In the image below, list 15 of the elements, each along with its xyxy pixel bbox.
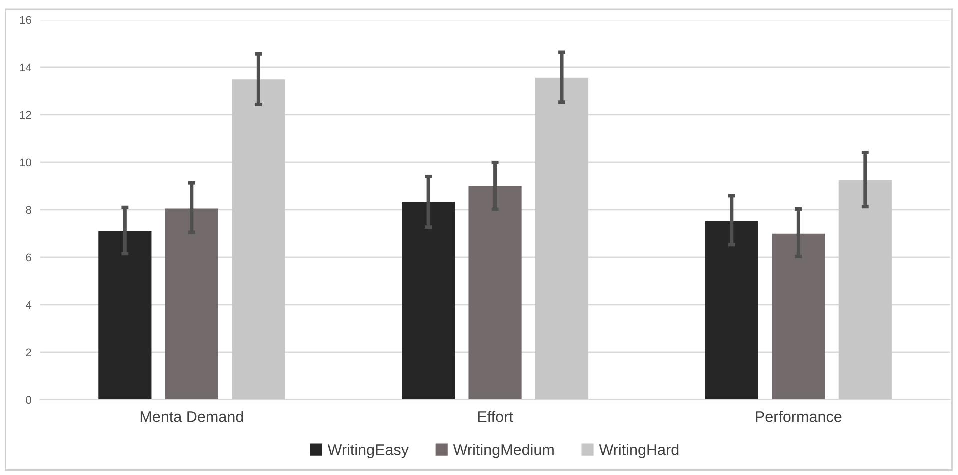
x-tick-label: Performance	[756, 411, 842, 422]
y-tick-label: 2	[26, 348, 32, 356]
legend-label: WritingHard	[599, 444, 679, 458]
legend-label: WritingEasy	[328, 444, 409, 458]
y-tick-label: 12	[20, 111, 32, 119]
y-tick-label: 16	[20, 16, 32, 24]
y-tick-label: 10	[20, 158, 32, 167]
y-tick-label: 6	[26, 254, 32, 262]
y-tick-label: 0	[26, 396, 32, 404]
y-tick-label: 14	[20, 64, 32, 72]
y-tick-label: 4	[26, 301, 32, 309]
legend-label: WritingMedium	[453, 444, 554, 458]
x-tick-label: Menta Demand	[140, 411, 244, 422]
x-tick-label: Effort	[478, 411, 514, 422]
y-tick-label: 8	[26, 206, 32, 214]
